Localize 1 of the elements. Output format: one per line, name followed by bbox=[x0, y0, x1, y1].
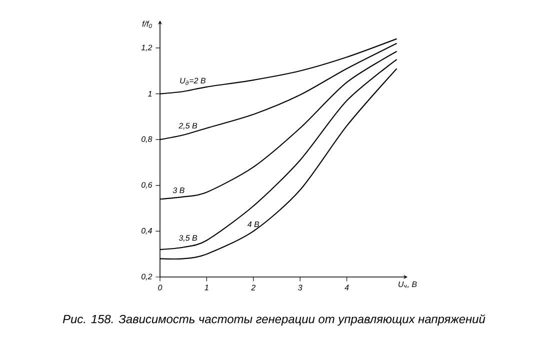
text: Рис. 158. Зависимость частоты генерации от управляющих напряжений bbox=[62, 314, 486, 326]
